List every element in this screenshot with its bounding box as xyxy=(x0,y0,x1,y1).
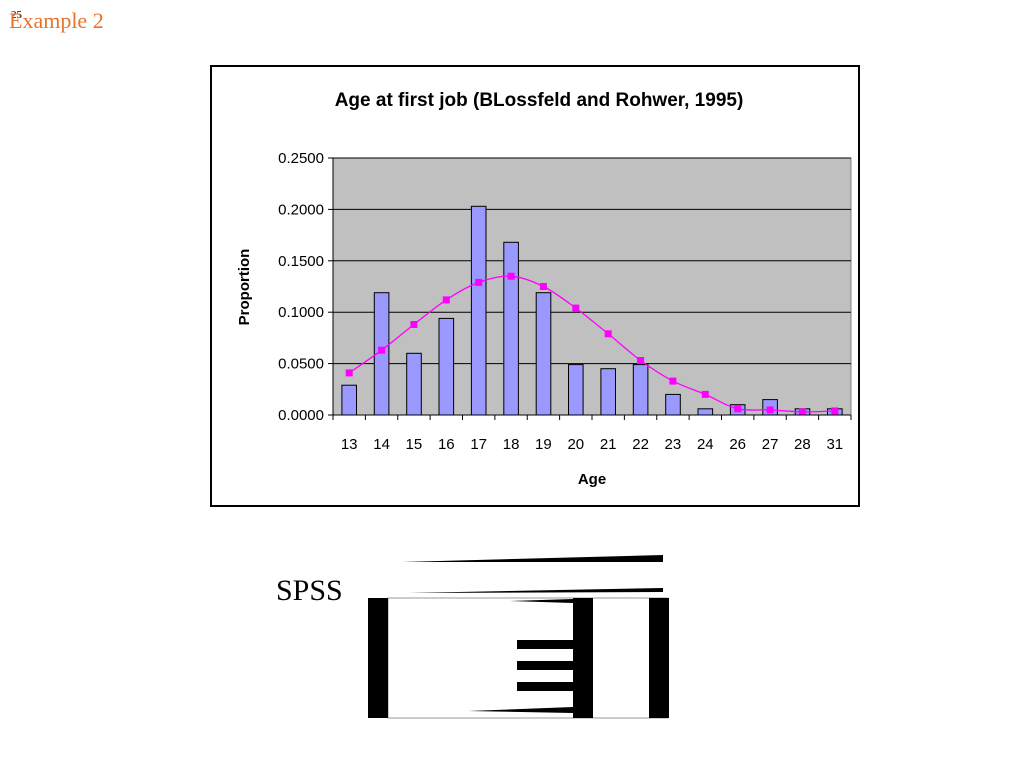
bar-17 xyxy=(470,205,487,416)
curve-point-24 xyxy=(701,390,709,398)
x-tick-label: 22 xyxy=(632,436,649,453)
logo-taper-bar xyxy=(408,588,663,593)
y-tick-label: 0.0000 xyxy=(278,407,324,424)
bar-13 xyxy=(341,384,357,416)
bar-16 xyxy=(438,317,455,416)
fitted-curve-line xyxy=(348,275,835,413)
x-tick-label: 24 xyxy=(697,436,714,453)
slide-number: 25 xyxy=(11,9,22,21)
logo-stripe xyxy=(517,682,573,691)
curve-point-16 xyxy=(442,296,450,304)
y-tick-label: 0.2000 xyxy=(278,201,324,218)
age-first-job-chart: Age at first job (BLossfeld and Rohwer, … xyxy=(236,90,852,488)
curve-point-14 xyxy=(378,346,386,354)
fitted-curve xyxy=(345,272,839,416)
bars xyxy=(341,205,843,416)
x-tick-label: 28 xyxy=(794,436,811,453)
logo-taper-bar xyxy=(468,707,573,713)
spss-logo-graphic xyxy=(368,555,669,719)
x-tick-label: 14 xyxy=(373,436,390,453)
x-tick-label: 27 xyxy=(762,436,779,453)
x-tick-label: 23 xyxy=(665,436,682,453)
bar-19 xyxy=(535,292,552,416)
x-axis-label: Age xyxy=(578,471,606,488)
slide-title: Example 2 xyxy=(9,8,104,33)
curve-point-19 xyxy=(539,283,547,290)
bar-20 xyxy=(568,364,584,416)
x-tick-label: 31 xyxy=(826,436,843,453)
y-tick-label: 0.1500 xyxy=(278,253,324,270)
logo-stripe xyxy=(517,640,573,649)
bar-23 xyxy=(665,393,681,416)
logo-right-post xyxy=(649,598,669,718)
x-tick-label: 20 xyxy=(567,436,584,453)
bar-15 xyxy=(406,352,422,416)
curve-point-22 xyxy=(637,357,645,364)
spss-label: SPSS xyxy=(276,574,343,607)
logo-left-post xyxy=(368,598,388,718)
x-tick-label: 19 xyxy=(535,436,552,453)
y-tick-labels: 0.0000 0.0500 0.1000 0.1500 0.2000 0.2500 xyxy=(278,150,324,424)
x-tick-label: 26 xyxy=(729,436,746,453)
x-tick-label: 18 xyxy=(503,436,520,453)
x-tick-label: 21 xyxy=(600,436,617,453)
curve-point-17 xyxy=(475,278,483,286)
curve-point-21 xyxy=(604,330,612,338)
curve-point-28 xyxy=(798,408,806,416)
x-tick-label: 13 xyxy=(341,436,358,453)
x-tick-label: 15 xyxy=(406,436,423,453)
chart-container: Age at first job (BLossfeld and Rohwer, … xyxy=(210,65,860,507)
curve-point-18 xyxy=(507,272,515,280)
logo-frame xyxy=(387,597,669,719)
curve-point-23 xyxy=(669,377,677,385)
curve-point-13 xyxy=(345,369,353,377)
curve-point-20 xyxy=(572,304,580,312)
bar-22 xyxy=(632,364,649,416)
curve-point-27 xyxy=(766,406,774,414)
logo-middle-post xyxy=(573,598,593,718)
axes xyxy=(332,158,852,420)
logo-taper-bar xyxy=(402,555,663,562)
y-tick-label: 0.2500 xyxy=(278,150,324,167)
bar-21 xyxy=(600,368,616,416)
bar-24 xyxy=(697,408,714,416)
x-tick-label: 17 xyxy=(470,436,487,453)
y-tick-label: 0.0500 xyxy=(278,356,324,373)
x-tick-labels: 13 14 15 16 17 18 19 20 21 22 23 24 26 27 28 31 xyxy=(341,436,843,453)
y-tick-label: 0.1000 xyxy=(278,304,324,321)
logo-taper-bar xyxy=(510,599,573,603)
curve-point-26 xyxy=(734,405,742,413)
curve-point-31 xyxy=(831,407,839,415)
chart-title: Age at first job (BLossfeld and Rohwer, … xyxy=(335,90,744,111)
bar-18 xyxy=(503,241,519,416)
curve-point-15 xyxy=(410,321,418,328)
y-axis-label: Proportion xyxy=(236,249,253,326)
x-tick-label: 16 xyxy=(438,436,455,453)
logo-stripe xyxy=(517,661,573,670)
